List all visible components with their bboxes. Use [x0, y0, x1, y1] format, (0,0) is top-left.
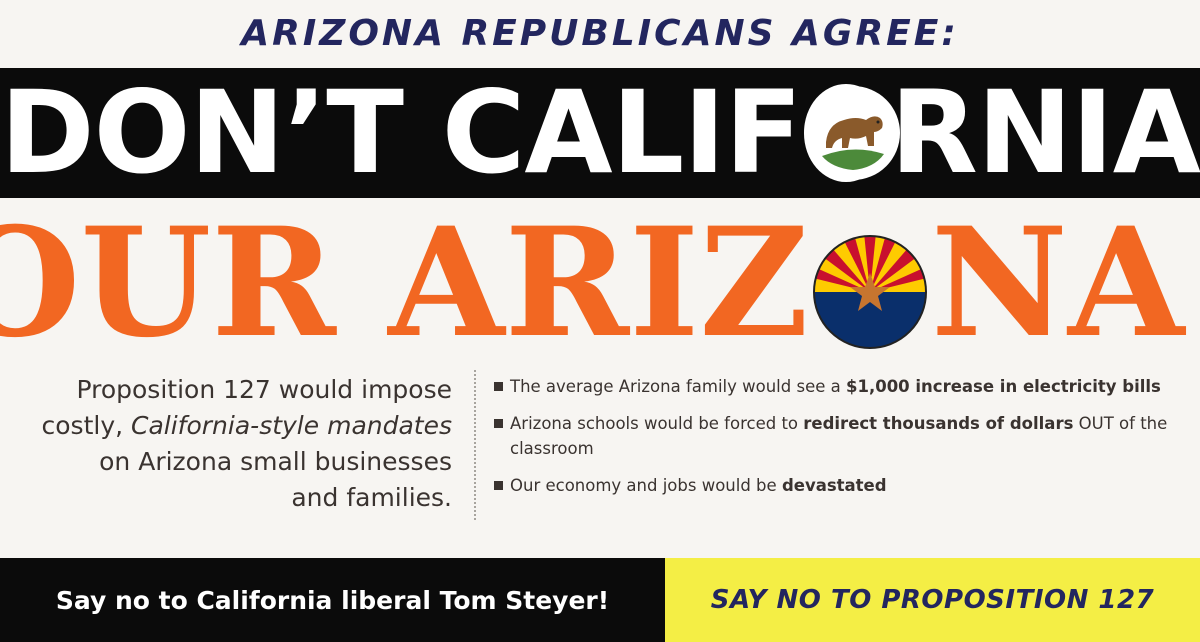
summary-line-3: on Arizona small businesses: [99, 447, 452, 476]
summary-line-2: costly, California-style mandates: [41, 411, 453, 440]
california-bear-seal-icon: [803, 84, 900, 182]
kicker-title: ARIZONA REPUBLICANS AGREE:: [241, 13, 959, 54]
headline-band: [0, 68, 1200, 198]
bullet-list: The average Arizona family would see a $…: [494, 374, 1194, 510]
arizona-flag-seal-icon: [811, 224, 929, 349]
summary-line-4: and families.: [291, 483, 452, 512]
headline-line1: DON’T CALIF RNIA: [0, 68, 1200, 198]
dotted-divider: [474, 370, 476, 520]
headline-line1-part2: RNIA: [890, 66, 1200, 199]
summary-italic-phrase: California-style mandates: [131, 411, 452, 440]
headline-line2: OUR ARIZ: [0, 208, 1200, 358]
list-item: Arizona schools would be forced to redir…: [494, 411, 1194, 461]
headline-line2-part2: NA!: [930, 195, 1200, 371]
list-item: The average Arizona family would see a $…: [494, 374, 1194, 399]
summary-line-1: Proposition 127 would impose: [76, 375, 452, 404]
square-bullet-icon: [494, 419, 503, 428]
square-bullet-icon: [494, 382, 503, 391]
footer-prop127-banner: SAY NO TO PROPOSITION 127: [665, 558, 1200, 642]
headline-line1-part1: DON’T CALIF: [0, 66, 803, 199]
headline-line2-part1: OUR ARIZ: [0, 195, 809, 371]
square-bullet-icon: [494, 481, 503, 490]
proposition-summary: Proposition 127 would impose costly, Cal…: [40, 372, 453, 522]
list-item: Our economy and jobs would be devastated: [494, 473, 1194, 498]
footer-steyer-banner: Say no to California liberal Tom Steyer!: [0, 558, 665, 642]
